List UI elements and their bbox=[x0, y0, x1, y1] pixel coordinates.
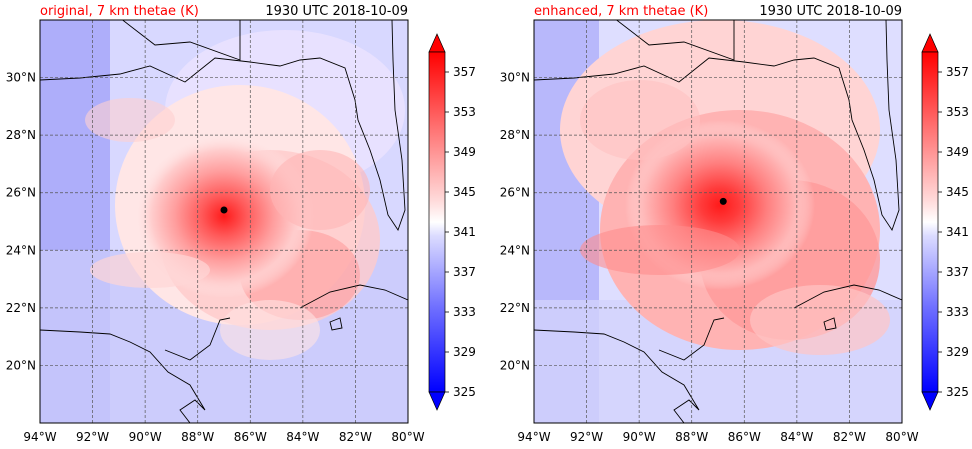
colorbar-tick-label: 349 bbox=[453, 145, 476, 159]
map-panel-original: original, 7 km thetae (K) 1930 UTC 2018-… bbox=[6, 4, 476, 444]
x-tick-label: 80°W bbox=[391, 430, 424, 444]
x-tick-label: 92°W bbox=[76, 430, 109, 444]
x-tick-label: 80°W bbox=[885, 430, 918, 444]
y-axis-ticks-enhanced: 20°N 22°N 24°N 26°N 28°N 30°N bbox=[500, 71, 530, 373]
map-frame-enhanced bbox=[533, 19, 903, 424]
colorbar-scale-original bbox=[428, 51, 446, 393]
x-tick-label: 94°W bbox=[23, 430, 56, 444]
y-tick-label: 30°N bbox=[6, 71, 36, 85]
x-tick-label: 82°W bbox=[833, 430, 866, 444]
colorbar-scale-enhanced bbox=[921, 51, 939, 393]
y-tick-label: 22°N bbox=[500, 301, 530, 315]
x-tick-label: 92°W bbox=[570, 430, 603, 444]
colorbar-tick-label: 341 bbox=[453, 225, 476, 239]
colorbar-tick-label: 349 bbox=[946, 145, 969, 159]
colorbar-min-arrow-original bbox=[428, 391, 446, 411]
y-tick-label: 20°N bbox=[500, 358, 530, 372]
x-axis-ticks-original: 94°W 92°W 90°W 88°W 86°W 84°W 82°W 80°W bbox=[23, 430, 424, 444]
gridlines-original bbox=[40, 20, 408, 423]
gridlines-enhanced bbox=[534, 20, 902, 423]
panel-timestamp-enhanced: 1930 UTC 2018-10-09 bbox=[759, 4, 902, 19]
coastline-original bbox=[40, 20, 408, 423]
y-tick-label: 22°N bbox=[6, 301, 36, 315]
storm-center-marker-enhanced bbox=[719, 197, 727, 205]
colorbar-max-arrow-original bbox=[428, 33, 446, 53]
y-tick-label: 30°N bbox=[500, 71, 530, 85]
colorbar-tick-label: 329 bbox=[453, 345, 476, 359]
colorbar-max-arrow-enhanced bbox=[921, 33, 939, 53]
storm-center-marker-original bbox=[220, 206, 228, 214]
x-tick-label: 94°W bbox=[517, 430, 550, 444]
x-tick-label: 82°W bbox=[339, 430, 372, 444]
map-frame-original bbox=[39, 19, 409, 424]
x-tick-label: 86°W bbox=[234, 430, 267, 444]
panel-title-enhanced: enhanced, 7 km thetae (K) bbox=[534, 4, 708, 19]
x-tick-label: 90°W bbox=[129, 430, 162, 444]
colorbar-tick-label: 353 bbox=[946, 105, 969, 119]
x-tick-label: 84°W bbox=[286, 430, 319, 444]
colorbar-tick-label: 333 bbox=[946, 305, 969, 319]
x-tick-label: 86°W bbox=[728, 430, 761, 444]
x-tick-label: 88°W bbox=[675, 430, 708, 444]
colorbar-tick-label: 337 bbox=[453, 265, 476, 279]
colorbar-tick-label: 345 bbox=[453, 185, 476, 199]
colorbar-tick-label: 337 bbox=[946, 265, 969, 279]
colorbar-min-arrow-enhanced bbox=[921, 391, 939, 411]
colorbar-tick-label: 341 bbox=[946, 225, 969, 239]
map-panel-enhanced: enhanced, 7 km thetae (K) 1930 UTC 2018-… bbox=[500, 4, 969, 444]
y-axis-ticks-original: 20°N 22°N 24°N 26°N 28°N 30°N bbox=[6, 71, 36, 373]
colorbar-tick-label: 357 bbox=[453, 65, 476, 79]
colorbar-tick-label: 345 bbox=[946, 185, 969, 199]
x-tick-label: 88°W bbox=[181, 430, 214, 444]
x-tick-label: 90°W bbox=[623, 430, 656, 444]
colorbar-original: 325 329 333 337 341 345 349 353 357 bbox=[428, 33, 476, 411]
x-axis-ticks-enhanced: 94°W 92°W 90°W 88°W 86°W 84°W 82°W 80°W bbox=[517, 430, 918, 444]
panel-timestamp-original: 1930 UTC 2018-10-09 bbox=[265, 4, 408, 19]
colorbar-enhanced: 325 329 333 337 341 345 349 353 357 bbox=[921, 33, 969, 411]
y-tick-label: 26°N bbox=[500, 186, 530, 200]
colorbar-tick-label: 325 bbox=[453, 385, 476, 399]
y-tick-label: 28°N bbox=[6, 128, 36, 142]
y-tick-label: 28°N bbox=[500, 128, 530, 142]
thetae-field-enhanced bbox=[534, 20, 902, 423]
y-tick-label: 24°N bbox=[6, 243, 36, 257]
colorbar-tick-label: 357 bbox=[946, 65, 969, 79]
thetae-field-original bbox=[40, 20, 408, 423]
coastline-enhanced bbox=[534, 20, 902, 423]
y-tick-label: 20°N bbox=[6, 358, 36, 372]
colorbar-tick-label: 329 bbox=[946, 345, 969, 359]
x-tick-label: 84°W bbox=[780, 430, 813, 444]
y-tick-label: 26°N bbox=[6, 186, 36, 200]
colorbar-tick-label: 333 bbox=[453, 305, 476, 319]
y-tick-label: 24°N bbox=[500, 243, 530, 257]
colorbar-tick-label: 325 bbox=[946, 385, 969, 399]
panel-title-original: original, 7 km thetae (K) bbox=[40, 4, 199, 19]
colorbar-tick-label: 353 bbox=[453, 105, 476, 119]
